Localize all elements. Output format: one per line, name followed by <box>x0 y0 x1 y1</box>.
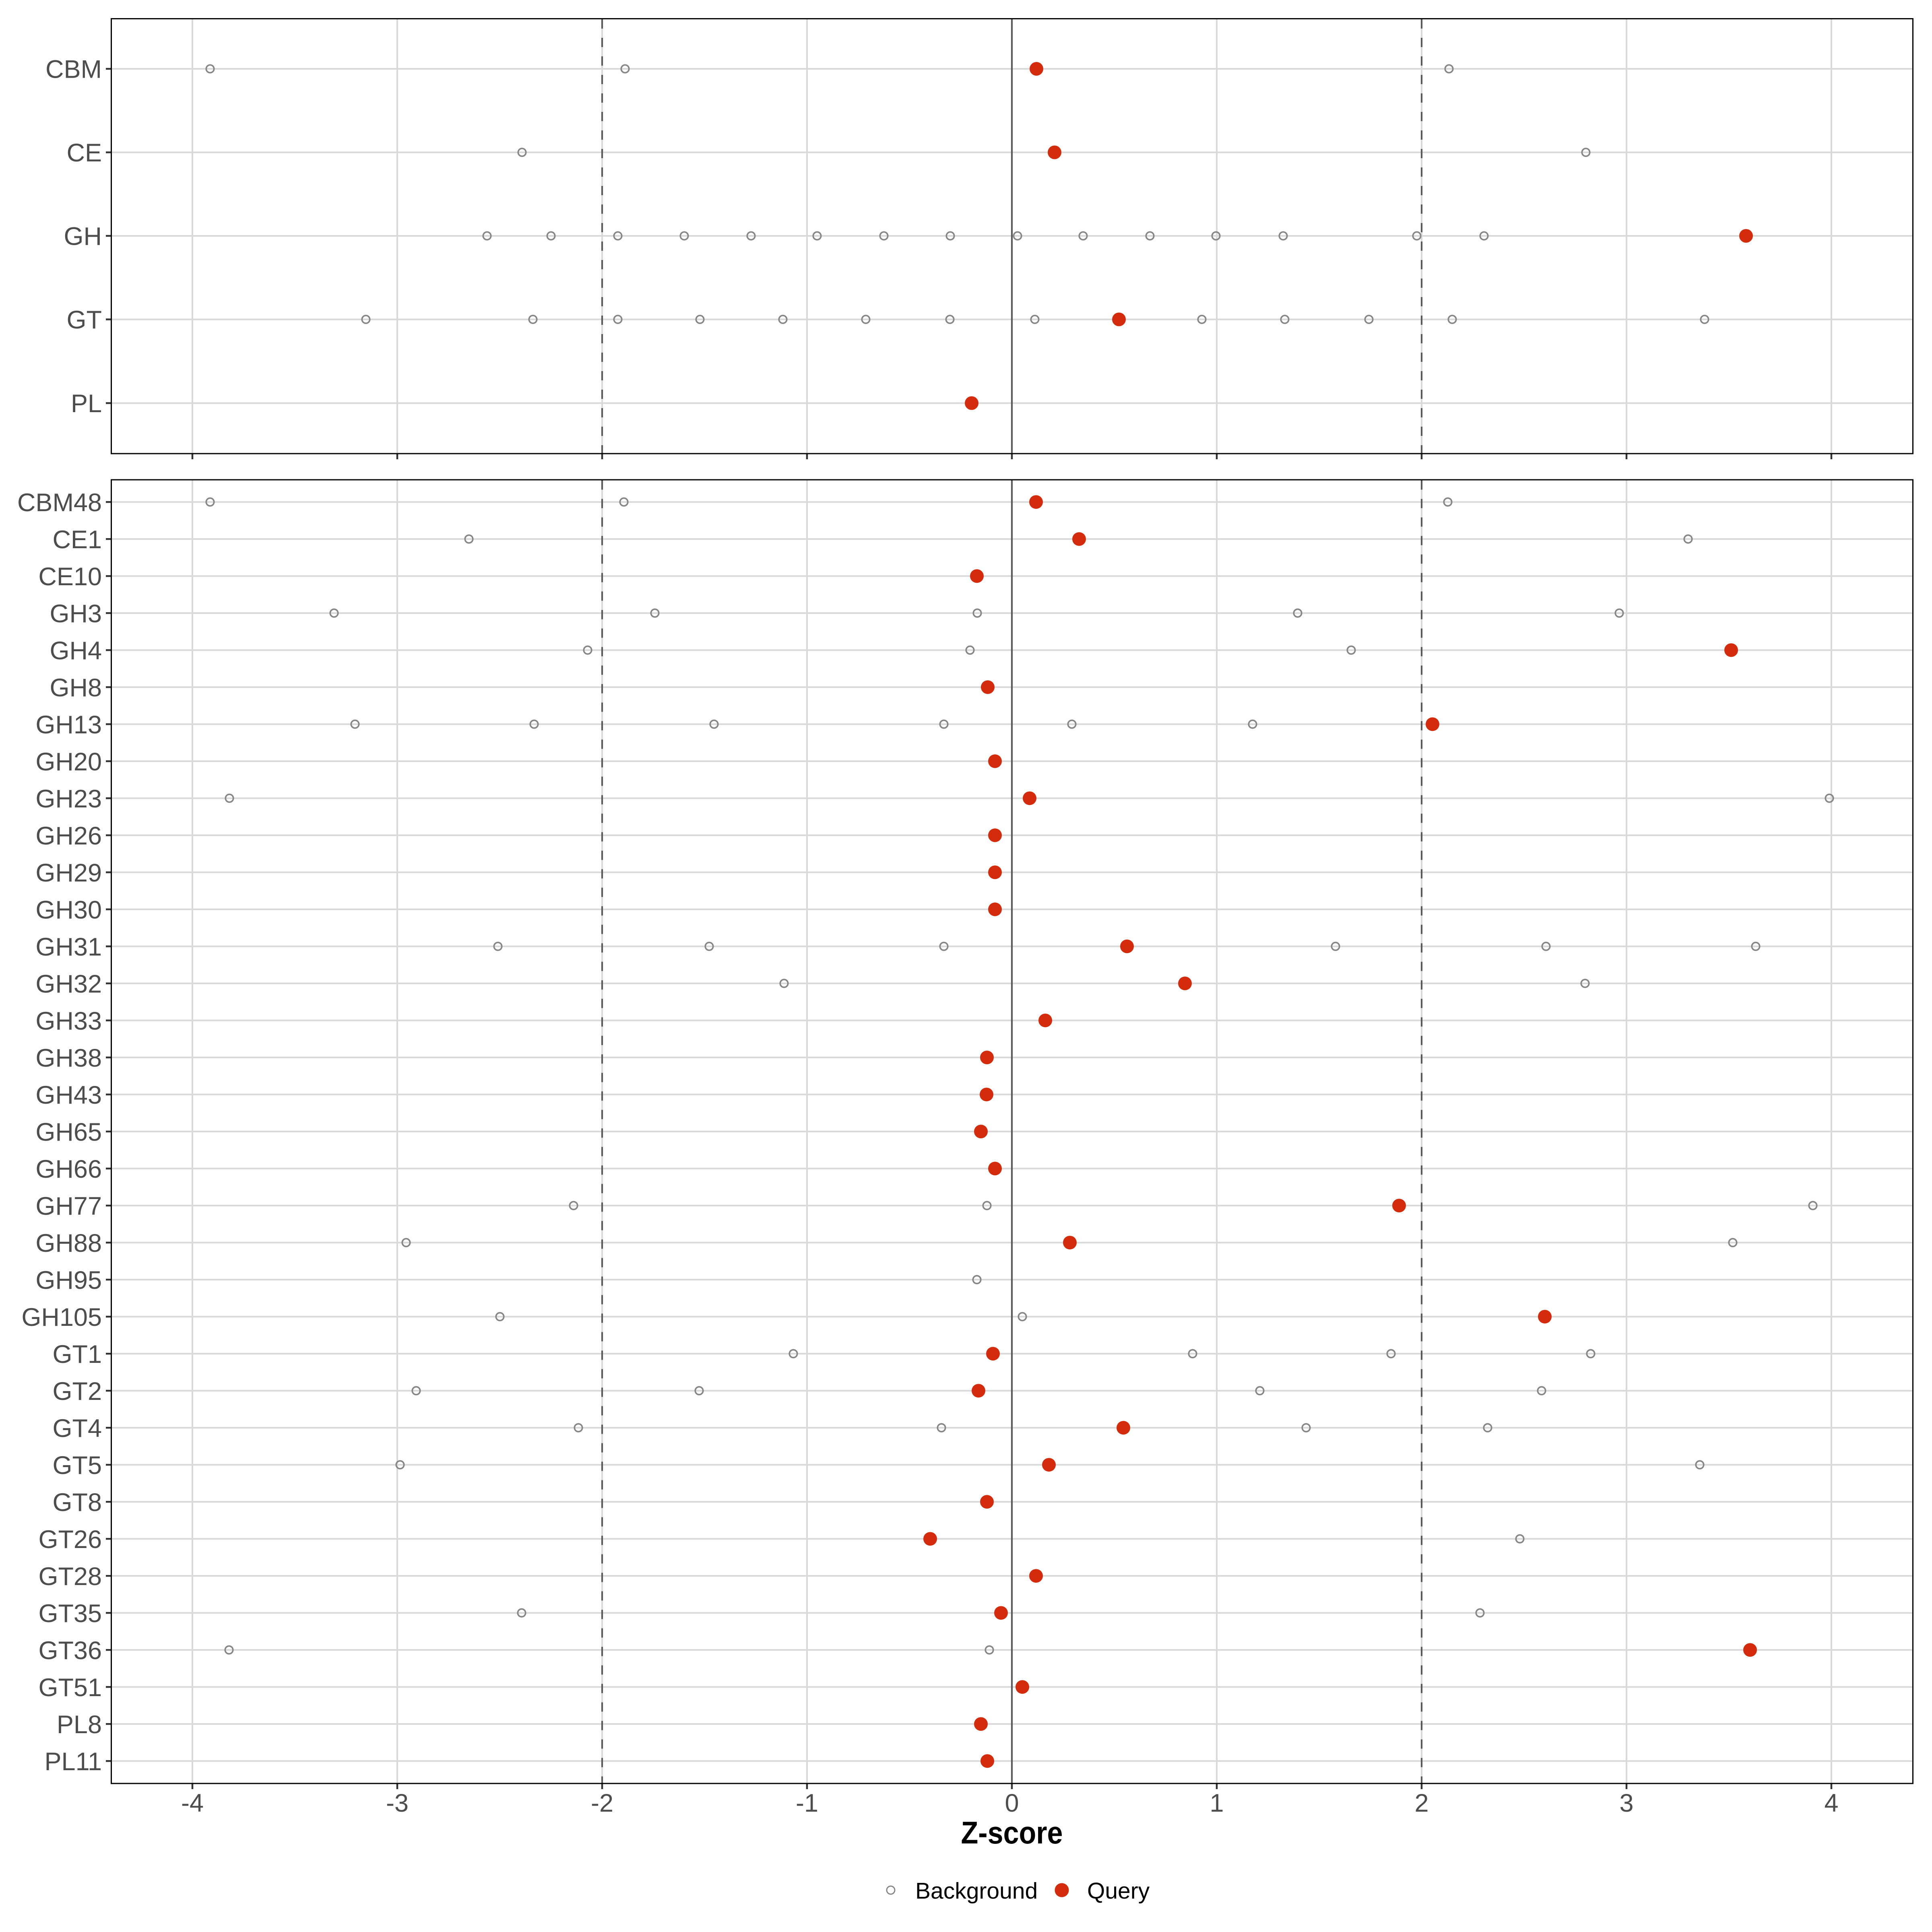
svg-text:GH30: GH30 <box>35 896 102 924</box>
svg-text:GH4: GH4 <box>50 637 102 665</box>
svg-text:GH88: GH88 <box>35 1229 102 1257</box>
svg-text:GH23: GH23 <box>35 785 102 813</box>
svg-text:1: 1 <box>1210 1789 1224 1817</box>
svg-text:GT2: GT2 <box>52 1377 102 1406</box>
svg-text:Z-score: Z-score <box>961 1815 1063 1850</box>
svg-text:GH95: GH95 <box>35 1266 102 1294</box>
svg-text:CBM: CBM <box>45 56 102 84</box>
svg-text:GH65: GH65 <box>35 1118 102 1146</box>
svg-text:GT1: GT1 <box>52 1340 102 1368</box>
svg-text:CE: CE <box>66 139 102 167</box>
svg-text:PL11: PL11 <box>45 1748 102 1776</box>
svg-text:GT26: GT26 <box>38 1525 102 1554</box>
svg-text:GH43: GH43 <box>35 1081 102 1109</box>
svg-text:-3: -3 <box>386 1789 409 1817</box>
svg-text:2: 2 <box>1414 1789 1428 1817</box>
svg-text:GT35: GT35 <box>38 1600 102 1628</box>
svg-text:GH105: GH105 <box>21 1303 102 1331</box>
svg-text:GT8: GT8 <box>52 1488 102 1517</box>
svg-text:GH38: GH38 <box>35 1044 102 1072</box>
svg-text:PL8: PL8 <box>57 1711 102 1739</box>
svg-text:CE1: CE1 <box>52 526 102 554</box>
svg-text:GH8: GH8 <box>50 674 102 702</box>
svg-text:CBM48: CBM48 <box>17 489 102 517</box>
svg-text:GT51: GT51 <box>38 1674 102 1702</box>
svg-text:GH66: GH66 <box>35 1155 102 1183</box>
svg-text:0: 0 <box>1005 1789 1019 1817</box>
svg-text:Background: Background <box>915 1878 1038 1904</box>
svg-text:GH: GH <box>64 223 102 251</box>
svg-text:GT4: GT4 <box>52 1414 102 1443</box>
svg-text:GH26: GH26 <box>35 822 102 850</box>
svg-text:CE10: CE10 <box>38 563 102 591</box>
svg-text:GT: GT <box>67 306 102 334</box>
svg-text:3: 3 <box>1619 1789 1633 1817</box>
svg-text:GH20: GH20 <box>35 748 102 776</box>
svg-text:4: 4 <box>1824 1789 1838 1817</box>
svg-text:GH33: GH33 <box>35 1007 102 1035</box>
svg-text:GT5: GT5 <box>52 1451 102 1480</box>
svg-text:GT36: GT36 <box>38 1637 102 1665</box>
svg-text:GH77: GH77 <box>35 1192 102 1220</box>
svg-text:GT28: GT28 <box>38 1563 102 1591</box>
svg-text:-4: -4 <box>181 1789 204 1817</box>
svg-text:GH3: GH3 <box>50 600 102 628</box>
svg-text:-1: -1 <box>796 1789 818 1817</box>
svg-text:-2: -2 <box>591 1789 613 1817</box>
svg-text:GH13: GH13 <box>35 711 102 739</box>
svg-text:GH32: GH32 <box>35 970 102 998</box>
svg-text:GH31: GH31 <box>35 933 102 961</box>
svg-text:PL: PL <box>71 390 102 418</box>
svg-text:GH29: GH29 <box>35 859 102 887</box>
svg-text:Query: Query <box>1087 1878 1150 1904</box>
